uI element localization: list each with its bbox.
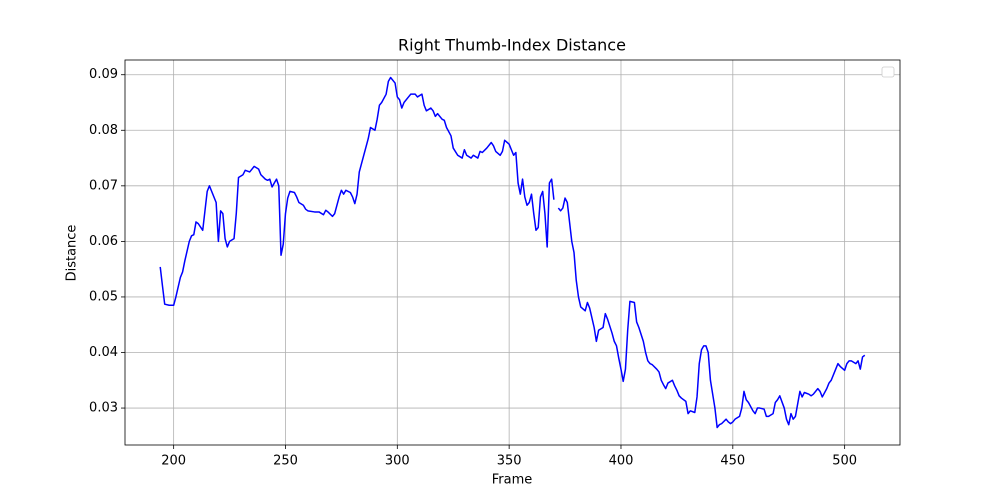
y-tick-label: 0.09: [89, 67, 118, 82]
axes-frame: [124, 59, 901, 446]
data-line: [159, 76, 866, 429]
x-tick-label: 500: [832, 454, 857, 469]
y-tick-label: 0.07: [89, 178, 118, 193]
x-tick-label: 250: [273, 454, 298, 469]
x-tick-label: 450: [720, 454, 745, 469]
x-tick-label: 400: [609, 454, 634, 469]
chart-title: Right Thumb-Index Distance: [398, 36, 626, 55]
legend: [881, 66, 895, 78]
y-tick-label: 0.06: [89, 234, 118, 249]
x-tick-label: 200: [161, 454, 186, 469]
y-axis-label: Distance: [65, 225, 80, 282]
y-tick-label: 0.03: [89, 401, 118, 416]
y-tick-label: 0.08: [89, 123, 118, 138]
y-tick-label: 0.04: [89, 345, 118, 360]
x-axis-label: Frame: [492, 473, 533, 488]
y-tick-label: 0.05: [89, 289, 118, 304]
x-tick-label: 300: [385, 454, 410, 469]
x-tick-label: 350: [497, 454, 522, 469]
